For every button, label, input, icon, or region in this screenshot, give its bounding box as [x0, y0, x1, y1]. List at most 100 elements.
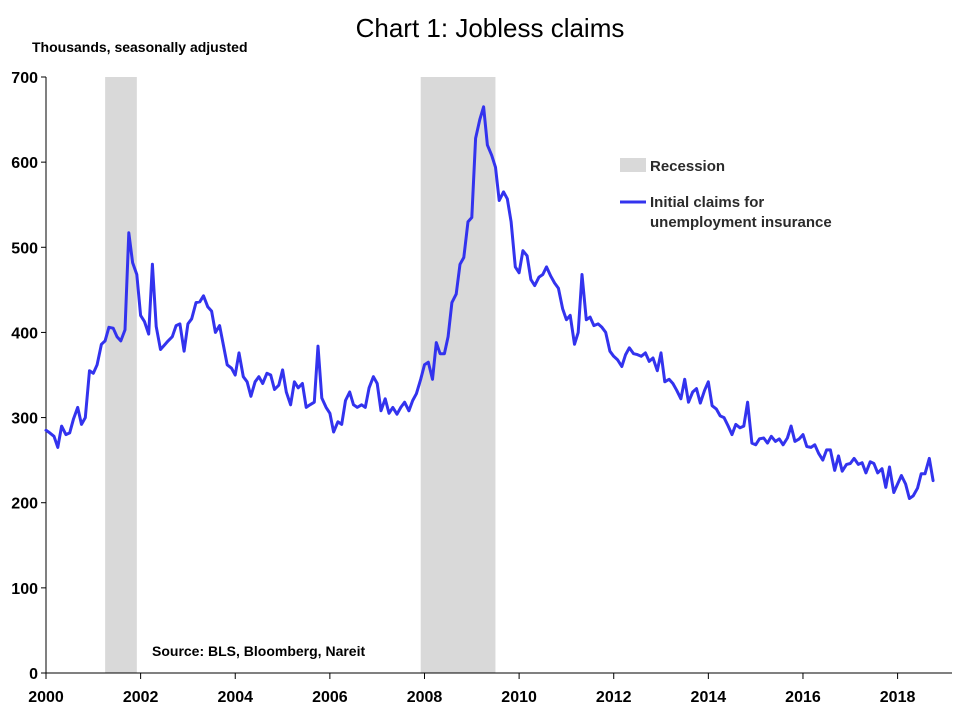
data-point	[136, 273, 138, 276]
data-point	[273, 388, 276, 391]
data-point	[53, 435, 55, 438]
data-point	[577, 331, 579, 334]
data-point	[143, 320, 146, 323]
data-point	[364, 406, 367, 409]
data-point	[719, 415, 721, 417]
data-point	[285, 391, 288, 393]
data-point	[739, 427, 741, 429]
data-point	[403, 401, 406, 404]
data-point	[443, 352, 446, 355]
data-point	[782, 444, 784, 446]
y-tick-label: 300	[11, 411, 38, 428]
data-point	[640, 355, 642, 358]
data-point	[340, 423, 343, 426]
data-point	[238, 352, 240, 354]
data-point	[510, 220, 512, 223]
data-point	[762, 437, 765, 439]
x-tick-label: 2012	[596, 689, 632, 706]
data-point	[794, 440, 796, 443]
data-point	[920, 473, 922, 475]
data-point	[368, 387, 370, 389]
data-point	[467, 220, 469, 223]
data-point	[893, 491, 895, 494]
data-point	[392, 406, 394, 409]
data-point	[147, 333, 150, 335]
data-point	[735, 423, 737, 426]
data-point	[833, 469, 836, 472]
data-point	[778, 438, 781, 440]
data-point	[822, 459, 824, 461]
data-point	[798, 438, 800, 440]
data-point	[431, 378, 434, 381]
y-tick-label: 700	[11, 70, 38, 87]
data-point	[790, 425, 792, 427]
data-point	[561, 307, 564, 310]
data-point	[380, 410, 382, 412]
data-point	[214, 331, 217, 334]
data-point	[589, 316, 591, 318]
data-point	[644, 352, 647, 354]
data-point	[226, 364, 228, 366]
y-tick-label: 500	[11, 240, 38, 257]
data-point	[746, 401, 749, 404]
data-point	[533, 284, 536, 287]
data-point	[656, 369, 659, 372]
data-point	[411, 399, 414, 402]
data-point	[309, 404, 311, 406]
data-point	[427, 361, 430, 364]
data-point	[388, 412, 390, 415]
data-point	[545, 266, 548, 268]
data-point	[924, 473, 926, 475]
data-point	[695, 387, 698, 390]
data-point	[447, 335, 449, 338]
data-point	[218, 324, 221, 327]
data-point	[179, 323, 181, 325]
data-point	[60, 425, 63, 427]
data-point	[506, 198, 509, 200]
data-point	[853, 457, 855, 460]
data-point	[183, 350, 185, 353]
data-point	[849, 462, 852, 465]
data-point	[672, 382, 674, 385]
data-point	[557, 287, 560, 290]
data-point	[675, 389, 678, 392]
data-point	[474, 137, 477, 140]
data-point	[400, 406, 402, 409]
data-point	[754, 444, 757, 446]
y-tick-label: 200	[11, 496, 38, 513]
data-point	[482, 106, 485, 108]
data-point	[888, 466, 891, 468]
data-point	[222, 344, 225, 347]
data-point	[522, 249, 524, 252]
data-point	[873, 462, 875, 465]
data-point	[553, 282, 556, 284]
data-point	[758, 438, 761, 440]
data-point	[352, 404, 355, 406]
data-point	[313, 401, 316, 404]
data-point	[486, 144, 489, 146]
data-point	[885, 486, 887, 489]
data-point	[124, 329, 126, 331]
data-point	[865, 472, 867, 474]
data-point	[691, 391, 694, 393]
data-point	[301, 382, 304, 385]
data-point	[305, 406, 308, 409]
data-point	[254, 381, 256, 383]
data-point	[502, 191, 505, 193]
data-point	[624, 353, 627, 356]
data-point	[396, 413, 398, 416]
data-point	[703, 389, 706, 392]
data-point	[837, 455, 840, 457]
data-point	[900, 474, 903, 477]
data-point	[711, 404, 713, 407]
data-point	[451, 301, 453, 304]
data-point	[683, 378, 686, 381]
y-tick-label: 0	[29, 666, 38, 683]
data-point	[92, 372, 95, 375]
data-point	[814, 444, 816, 446]
data-point	[439, 352, 441, 355]
data-point	[526, 255, 528, 257]
data-point	[621, 365, 623, 368]
